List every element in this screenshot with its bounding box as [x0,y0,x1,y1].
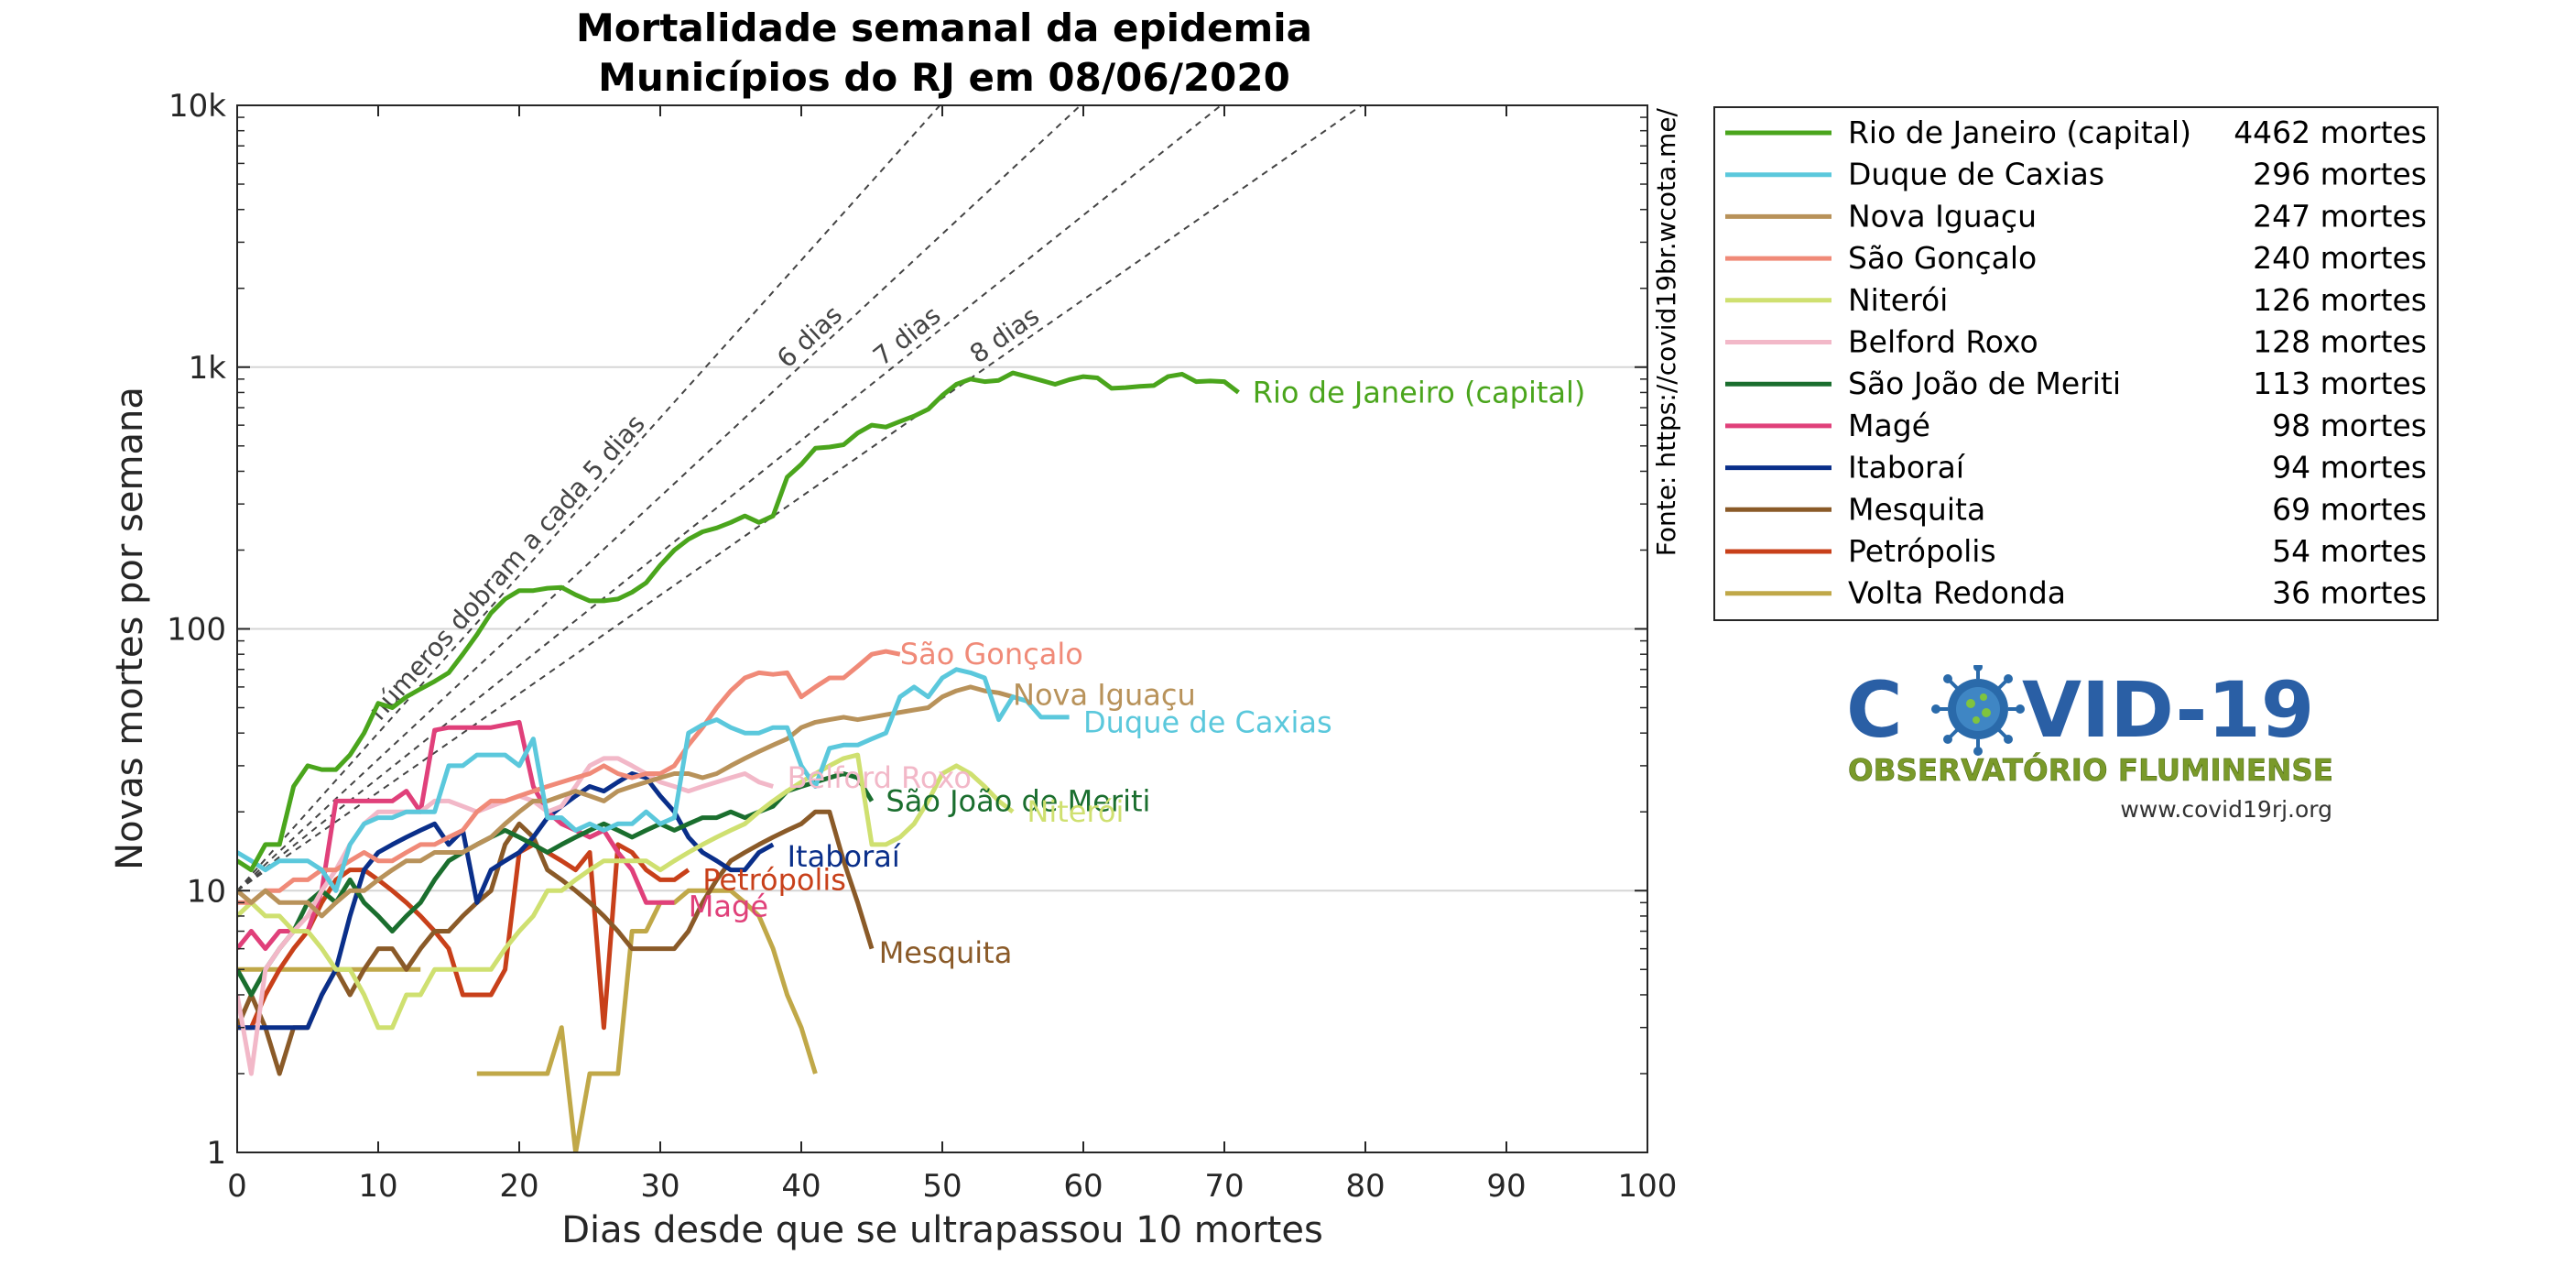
legend-value: 296 mortes [2253,157,2427,192]
reference-line-label: 7 dias [867,300,946,372]
x-tick-label: 20 [499,1168,538,1205]
legend: Rio de Janeiro (capital) 4462 mortes Duque… [1713,106,2439,621]
y-tick-label: 100 [167,612,226,649]
legend-value: 94 mortes [2272,450,2427,486]
reference-line [237,105,1364,892]
x-tick-label: 100 [1618,1168,1678,1205]
legend-box [1713,106,2439,621]
legend-value: 4462 mortes [2234,115,2427,150]
x-tick-label: 70 [1204,1168,1244,1205]
legend-label: Nova Iguaçu [1848,198,2037,234]
legend-value: 113 mortes [2253,366,2427,401]
legend-label: Mesquita [1848,491,1985,527]
line-end-label: São Gonçalo [900,637,1083,671]
reference-line-label: 6 dias [771,300,848,374]
y-axis-label: Novas mortes por semana [109,387,151,870]
doubling-reference-lines: números dobram a cada 5 dias 6 dias 7 dias… [237,105,1364,892]
grid-lines [237,366,1647,892]
reference-line [237,105,941,891]
line-end-label: Niterói [1027,794,1124,829]
covid19-logo-graphic: C [1846,662,2333,823]
x-tick-label: 80 [1345,1168,1385,1205]
legend-label: Niterói [1848,282,1948,318]
line-end-label: Nova Iguaçu [1013,677,1196,712]
logo-word-left: C [1846,665,1903,755]
series-line [237,649,901,905]
line-end-label: Belford Roxo [788,760,972,795]
legend-value: 36 mortes [2272,575,2427,611]
x-tick-label: 60 [1063,1168,1103,1205]
series-line [237,752,1015,1031]
legend-label: Magé [1848,408,1930,443]
x-tick-label: 40 [781,1168,821,1205]
series-line [237,684,1014,919]
x-tick-label: 50 [922,1168,962,1205]
line-end-label: São João de Meriti [886,783,1150,818]
legend-label: São João de Meriti [1848,366,2121,401]
line-end-label: Itaboraí [788,839,901,874]
x-tick-label: 0 [227,1168,247,1205]
legend-label: Duque de Caxias [1848,157,2104,192]
legend-value: 240 mortes [2253,240,2427,276]
virus-icon [1931,662,2025,756]
series-lines [237,370,1240,1152]
source-note: Fonte: https://covid19br.wcota.me/ [1651,107,1681,556]
line-end-label: Petrópolis [702,862,846,897]
chart-title-line-2: Municípios do RJ em 08/06/2020 [598,55,1290,100]
y-tick-label: 10k [168,88,226,125]
line-end-label: Mesquita [879,935,1013,970]
reference-line [237,105,1223,892]
legend-value: 54 mortes [2272,533,2427,569]
x-tick-label: 30 [640,1168,679,1205]
y-tick-label: 1 [206,1135,226,1172]
reference-line [237,105,1082,891]
logo-url: www.covid19rj.org [2120,796,2332,823]
logo-word-right: VID-19 [2022,665,2314,755]
legend-label: Itaboraí [1848,450,1966,486]
line-end-label: Duque de Caxias [1083,704,1332,739]
chart-title-line-1: Mortalidade semanal da epidemia [576,5,1312,50]
series-line [237,370,1240,873]
chart-titles: Mortalidade semanal da epidemia Municípi… [576,5,1312,100]
y-tick-label: 10 [187,873,226,910]
legend-label: São Gonçalo [1848,240,2037,276]
legend-value: 247 mortes [2253,198,2427,234]
line-end-labels: Rio de Janeiro (capital) São Gonçalo Nova … [689,375,1586,969]
x-tick-label: 10 [358,1168,397,1205]
legend-value: 69 mortes [2272,491,2427,527]
series-line [237,667,1070,893]
legend-label: Belford Roxo [1848,324,2038,360]
reference-line-label: números dobram a cada 5 dias [363,409,651,726]
legend-value: 128 mortes [2253,324,2427,360]
series-line [237,809,875,1076]
legend-value: 126 mortes [2253,282,2427,318]
legend-label: Petrópolis [1848,533,1996,569]
legend-value: 98 mortes [2272,408,2427,443]
legend-label: Rio de Janeiro (capital) [1848,115,2191,150]
line-end-label: Rio de Janeiro (capital) [1253,375,1586,409]
covid19-logo: C [1841,662,2353,830]
line-end-label: Magé [689,890,768,924]
legend-label: Volta Redonda [1848,575,2066,611]
series-line [237,888,818,1152]
series-line [237,771,775,1031]
y-tick-label: 1k [189,350,227,387]
x-axis-label: Dias desde que se ultrapassou 10 mortes [561,1209,1323,1251]
logo-subtitle: OBSERVATÓRIO FLUMINENSE [1848,751,2333,788]
x-tick-label: 90 [1486,1168,1526,1205]
